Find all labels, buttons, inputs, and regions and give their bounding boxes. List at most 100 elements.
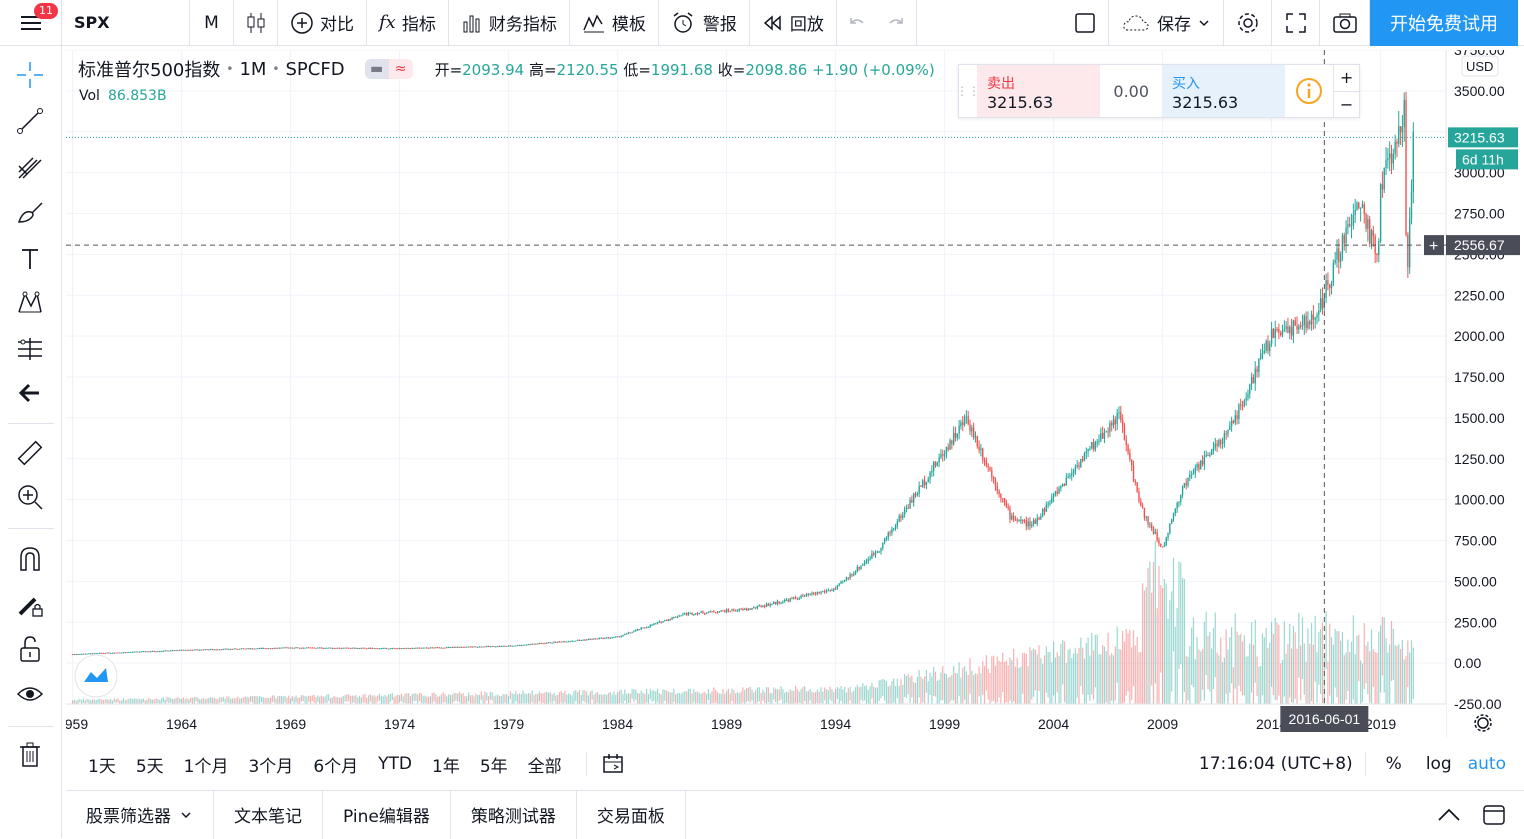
volume-bar <box>602 694 604 707</box>
hide-drawings-button[interactable] <box>13 677 47 711</box>
remove-drawings-button[interactable] <box>13 738 47 772</box>
range-all[interactable]: 全部 <box>527 756 562 777</box>
drag-handle-icon[interactable]: ⋮⋮ <box>956 84 980 98</box>
volume-bar <box>709 693 711 710</box>
legend-toggle[interactable]: ▬ ≈ <box>364 59 413 79</box>
brush-tool[interactable] <box>13 196 47 230</box>
candle-body <box>306 647 308 649</box>
volume-bar <box>580 694 582 708</box>
pattern-tool[interactable] <box>13 286 47 320</box>
lock-all-button[interactable] <box>13 632 47 666</box>
range-1y[interactable]: 1年 <box>432 756 460 777</box>
volume-bar <box>1040 658 1042 711</box>
financials-button[interactable]: 财务指标 <box>449 0 570 46</box>
alert-button[interactable]: 警报 <box>659 0 750 46</box>
symbol-title[interactable]: 标准普尔500指数 <box>78 60 221 81</box>
main-menu-button[interactable]: 11 <box>0 0 62 46</box>
range-ytd[interactable]: YTD <box>378 754 412 774</box>
candle-body <box>749 608 751 610</box>
candle-body <box>442 647 444 649</box>
volume-bar <box>467 692 470 702</box>
candle-body <box>912 493 915 503</box>
range-3m[interactable]: 3个月 <box>248 756 294 777</box>
candle-body <box>407 647 410 649</box>
log-toggle[interactable]: log <box>1425 754 1452 774</box>
volume-bar <box>204 699 206 705</box>
save-button[interactable]: 保存 <box>1109 0 1224 46</box>
time-axis[interactable]: 1959196419691974197919841989199419992004… <box>66 703 1492 738</box>
redo-button[interactable] <box>877 0 917 46</box>
volume-bar <box>106 699 108 704</box>
volume-bar <box>1356 636 1358 713</box>
time-tick-label: 2014 <box>1256 716 1287 732</box>
volume-bar <box>715 689 717 703</box>
start-free-trial-button[interactable]: 开始免费试用 <box>1370 0 1518 46</box>
expand-panel-button[interactable] <box>1424 807 1474 823</box>
indicators-button[interactable]: fx 指标 <box>367 0 449 46</box>
range-5d[interactable]: 5天 <box>135 756 164 777</box>
volume-bar <box>228 696 230 704</box>
volume-bar <box>853 690 855 705</box>
magnet-tool[interactable] <box>13 542 47 576</box>
time-tick-label: 1974 <box>384 716 415 732</box>
plus-button[interactable]: + <box>1339 68 1354 88</box>
layout-button[interactable] <box>1061 0 1109 46</box>
trend-line-tool[interactable] <box>13 104 47 138</box>
range-1d[interactable]: 1天 <box>88 756 116 777</box>
info-button[interactable] <box>1285 65 1333 117</box>
maximize-panel-button[interactable] <box>1474 804 1524 826</box>
volume-bar <box>720 693 722 709</box>
buy-button[interactable]: 买入 3215.63 <box>1162 65 1286 117</box>
candle-body <box>627 632 630 634</box>
fib-tool[interactable] <box>13 150 47 184</box>
tab-trading-panel[interactable]: 交易面板 <box>577 790 686 839</box>
candle-body <box>551 642 553 644</box>
candle-body <box>1210 449 1213 456</box>
symbol-search-button[interactable]: SPX <box>62 0 190 46</box>
range-6m[interactable]: 6个月 <box>313 756 359 777</box>
goto-date-button[interactable] <box>601 752 627 776</box>
settings-button[interactable] <box>1224 0 1272 46</box>
measure-tool[interactable] <box>13 332 47 366</box>
hide-toolbar-button[interactable] <box>13 376 47 410</box>
auto-toggle[interactable]: auto <box>1467 754 1506 774</box>
tab-strategy-tester[interactable]: 策略测试器 <box>451 790 577 839</box>
candle-body <box>484 646 486 648</box>
volume-bar <box>613 691 615 706</box>
candle-body <box>976 436 978 447</box>
lock-drawing-tool[interactable] <box>13 587 47 621</box>
fullscreen-button[interactable] <box>1272 0 1320 46</box>
chart-grid <box>66 50 1446 705</box>
crosshair-tool[interactable] <box>13 58 47 92</box>
percent-toggle[interactable]: % <box>1385 754 1402 774</box>
tab-stock-screener[interactable]: 股票筛选器 <box>66 790 214 839</box>
zoom-tool[interactable] <box>13 480 47 514</box>
candle-body <box>1203 456 1206 465</box>
chart-type-button[interactable] <box>234 0 278 46</box>
compare-button[interactable]: 对比 <box>278 0 367 46</box>
candle-body <box>1327 280 1329 285</box>
tab-pine-editor[interactable]: Pine编辑器 <box>323 790 451 839</box>
price-chart[interactable]: 3750.003500.003250.003000.002750.002500.… <box>66 50 1520 738</box>
range-1m[interactable]: 1个月 <box>183 756 229 777</box>
undo-button[interactable] <box>837 0 877 46</box>
candle-body <box>867 559 869 562</box>
text-tool[interactable] <box>13 242 47 276</box>
candle-body <box>191 649 194 651</box>
candle-body <box>713 611 715 613</box>
tab-text-notes[interactable]: 文本笔记 <box>214 790 323 839</box>
templates-button[interactable]: 模板 <box>570 0 659 46</box>
interval-button[interactable]: M <box>190 0 234 46</box>
volume-bar <box>1379 625 1382 693</box>
candle-body <box>1410 192 1413 220</box>
candle-body <box>340 648 343 650</box>
sell-button[interactable]: 卖出 3215.63 <box>977 65 1101 117</box>
volume-bar <box>820 687 822 703</box>
candle-body <box>1096 441 1098 443</box>
snapshot-button[interactable] <box>1320 0 1370 46</box>
minus-button[interactable]: − <box>1334 90 1359 118</box>
clock-timezone[interactable]: 17:16:04 (UTC+8) <box>1198 754 1353 774</box>
ruler-tool[interactable] <box>13 436 47 470</box>
range-5y[interactable]: 5年 <box>479 756 508 777</box>
replay-button[interactable]: 回放 <box>750 0 837 46</box>
